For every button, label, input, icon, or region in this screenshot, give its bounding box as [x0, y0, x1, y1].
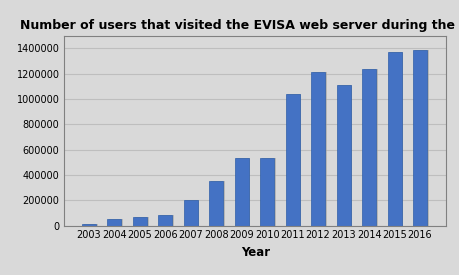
Bar	[107, 219, 121, 226]
Bar	[134, 217, 148, 226]
Bar	[312, 72, 326, 226]
Bar	[158, 215, 172, 226]
Bar	[236, 158, 250, 225]
Bar	[209, 181, 223, 226]
Bar	[185, 200, 199, 226]
Bar	[211, 181, 224, 226]
Bar	[388, 52, 403, 225]
Bar	[338, 85, 352, 225]
Bar	[285, 94, 299, 226]
Bar	[361, 69, 375, 226]
Bar	[412, 50, 426, 226]
Bar	[234, 158, 248, 225]
Bar	[387, 52, 401, 225]
Bar	[183, 200, 197, 226]
X-axis label: Year: Year	[240, 246, 269, 259]
Bar	[160, 215, 174, 226]
Bar	[414, 50, 428, 226]
Bar	[82, 224, 95, 226]
Title: Number of users that visited the EVISA web server during the year: Number of users that visited the EVISA w…	[20, 19, 459, 32]
Bar	[260, 158, 274, 225]
Bar	[310, 72, 325, 226]
Bar	[336, 85, 350, 225]
Bar	[133, 217, 146, 226]
Bar	[109, 219, 123, 226]
Bar	[261, 158, 275, 225]
Bar	[84, 224, 97, 226]
Bar	[363, 69, 377, 226]
Bar	[287, 94, 301, 226]
